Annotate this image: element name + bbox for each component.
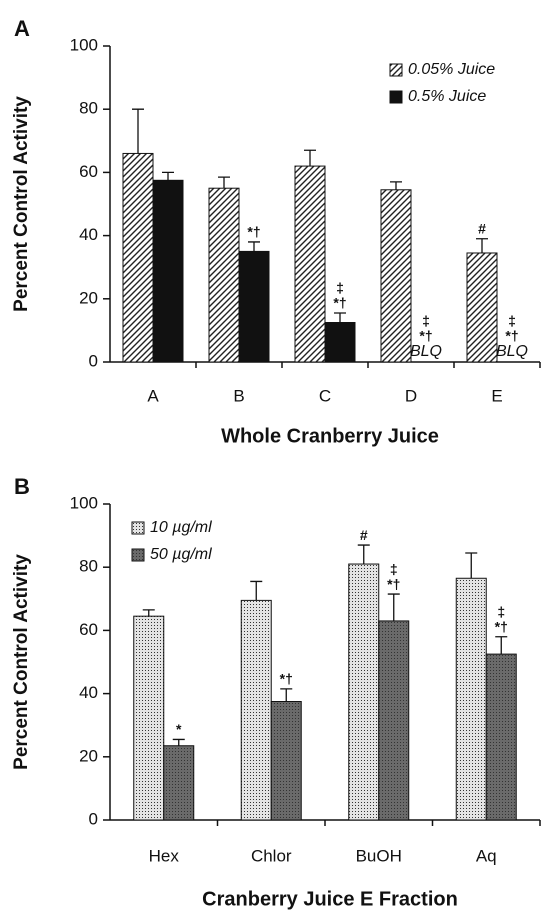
error-bar — [142, 609, 155, 617]
significance-label: # — [478, 220, 486, 236]
bar — [238, 250, 270, 363]
y-tick-label: 20 — [79, 746, 98, 765]
significance-label: *† — [505, 328, 518, 344]
error-bar — [218, 176, 230, 189]
error-bar — [162, 171, 174, 181]
bar — [163, 745, 195, 821]
significance-label: * — [176, 721, 182, 737]
x-tick-label: Hex — [149, 846, 180, 865]
x-tick-label: Chlor — [251, 846, 292, 865]
y-tick-label: 100 — [70, 35, 98, 54]
significance-label: ‡ — [390, 561, 398, 577]
significance-label: BLQ — [496, 343, 528, 360]
y-tick-label: 80 — [79, 99, 98, 118]
error-bar — [476, 238, 488, 253]
legend-label: 0.5% Juice — [408, 88, 486, 105]
bar — [380, 189, 412, 363]
significance-label: *† — [387, 576, 400, 592]
significance-label: *† — [419, 328, 432, 344]
error-bar — [495, 636, 508, 655]
error-bar — [132, 108, 144, 154]
panel-label: A — [14, 16, 30, 41]
legend-label: 50 µg/ml — [150, 546, 212, 563]
x-tick-label: B — [233, 386, 244, 405]
legend-swatch — [389, 63, 403, 77]
bar — [208, 187, 240, 363]
x-tick-label: A — [147, 386, 159, 405]
significance-label: *† — [247, 224, 260, 240]
bar — [455, 577, 487, 821]
x-axis-title: Cranberry Juice E Fraction — [202, 888, 458, 910]
y-tick-label: 60 — [79, 162, 98, 181]
bar — [270, 701, 302, 821]
significance-label: ‡ — [508, 313, 516, 329]
error-bar — [248, 241, 260, 252]
significance-label: ‡ — [497, 603, 505, 619]
bar — [133, 615, 165, 821]
error-bar — [387, 593, 400, 621]
bar — [240, 599, 272, 821]
error-bar — [334, 312, 346, 323]
error-bar — [465, 552, 478, 579]
bar — [466, 252, 498, 363]
x-tick-label: C — [319, 386, 331, 405]
y-tick-label: 40 — [79, 225, 98, 244]
bar — [122, 152, 154, 363]
significance-label: ‡ — [422, 313, 430, 329]
error-bar — [304, 149, 316, 167]
y-tick-label: 60 — [79, 620, 98, 639]
significance-label: # — [360, 527, 368, 543]
y-tick-label: 40 — [79, 683, 98, 702]
error-bar — [390, 181, 402, 190]
x-tick-label: BuOH — [356, 846, 402, 865]
error-bar — [280, 688, 293, 702]
significance-label: BLQ — [410, 343, 442, 360]
significance-label: *† — [333, 295, 346, 311]
x-axis-title: Whole Cranberry Juice — [221, 425, 439, 447]
y-tick-label: 80 — [79, 557, 98, 576]
legend-label: 10 µg/ml — [150, 519, 212, 536]
y-tick-label: 0 — [89, 809, 98, 828]
y-tick-label: 100 — [70, 493, 98, 512]
bar — [152, 179, 184, 363]
legend-swatch — [389, 90, 403, 104]
error-bar — [172, 738, 185, 746]
bar — [348, 563, 380, 821]
significance-label: ‡ — [336, 280, 344, 296]
y-axis-title: Percent Control Activity — [11, 96, 32, 312]
y-axis-title: Percent Control Activity — [11, 554, 32, 770]
x-tick-label: Aq — [476, 846, 497, 865]
error-bar — [357, 544, 370, 565]
bar — [485, 653, 517, 821]
x-tick-label: E — [491, 386, 502, 405]
bar — [294, 165, 326, 363]
bar — [378, 620, 410, 821]
legend-swatch — [131, 521, 145, 535]
bar — [324, 322, 356, 363]
error-bar — [250, 580, 263, 601]
significance-label: *† — [280, 671, 293, 687]
significance-label: *† — [495, 618, 508, 634]
legend-label: 0.05% Juice — [408, 61, 495, 78]
panel-label: B — [14, 474, 30, 499]
y-tick-label: 20 — [79, 288, 98, 307]
x-tick-label: D — [405, 386, 417, 405]
y-tick-label: 0 — [89, 351, 98, 370]
legend-swatch — [131, 548, 145, 562]
